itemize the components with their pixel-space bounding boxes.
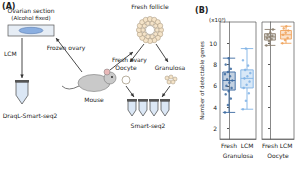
svg-text:Fresh: Fresh <box>221 142 237 149</box>
svg-text:Number of detectable genes: Number of detectable genes <box>199 41 206 120</box>
svg-text:Smart-seq2: Smart-seq2 <box>131 122 166 130</box>
svg-text:LCM: LCM <box>4 50 17 57</box>
svg-text:10: 10 <box>209 40 217 47</box>
svg-text:Ovarian section: Ovarian section <box>7 7 54 14</box>
svg-text:Granulosa: Granulosa <box>223 152 254 159</box>
svg-text:(x10³): (x10³) <box>209 17 226 23</box>
svg-text:LCM: LCM <box>241 142 254 149</box>
svg-text:6: 6 <box>213 82 217 89</box>
svg-text:LCM: LCM <box>280 142 293 149</box>
svg-text:8: 8 <box>213 61 217 68</box>
svg-text:Fresh follicle: Fresh follicle <box>131 3 169 10</box>
svg-text:Oocyte: Oocyte <box>115 64 137 72</box>
svg-text:(B): (B) <box>195 6 208 15</box>
svg-text:DraqL-Smart-seq2: DraqL-Smart-seq2 <box>3 112 58 120</box>
svg-text:(Alcohol fixed): (Alcohol fixed) <box>11 15 51 21</box>
svg-text:4: 4 <box>213 104 217 111</box>
svg-text:Oocyte: Oocyte <box>267 152 289 160</box>
svg-text:Mouse: Mouse <box>84 96 104 103</box>
svg-text:Granulosa: Granulosa <box>155 64 186 71</box>
svg-text:Fresh: Fresh <box>262 142 278 149</box>
svg-text:Fresh ovary: Fresh ovary <box>112 56 147 64</box>
svg-text:Frozen ovary: Frozen ovary <box>46 44 86 51</box>
svg-text:2: 2 <box>213 125 217 132</box>
